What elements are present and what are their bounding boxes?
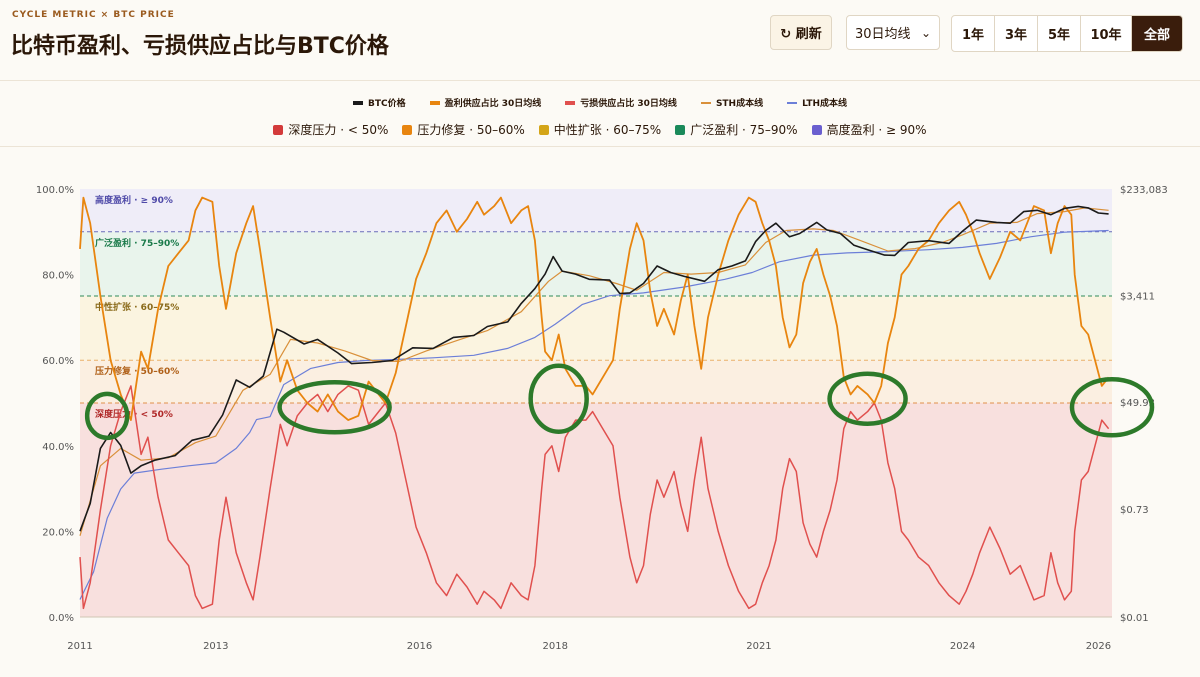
refresh-button[interactable]: ↻ 刷新 <box>770 15 832 50</box>
page-title: 比特币盈利、亏损供应占比与BTC价格 <box>11 34 389 59</box>
highlight-circle <box>528 363 589 434</box>
legend-item-loss-supply[interactable]: 亏损供应占比 30日均线 <box>565 96 677 109</box>
legend-item-btc-price[interactable]: BTC价格 <box>352 96 406 109</box>
zone-swatch <box>402 124 413 135</box>
zone-swatch <box>538 124 549 135</box>
y-left-tick-label: 80.0% <box>42 271 74 282</box>
btc-price-line <box>79 205 1109 532</box>
x-tick-label: 2026 <box>1086 641 1111 652</box>
legend-swatch <box>787 101 798 104</box>
range-button-10y[interactable]: 10年 <box>1081 16 1132 51</box>
highlight-circle <box>827 371 908 426</box>
cycle-chart[interactable]: 高度盈利 · ≥ 90% 广泛盈利 · 75–90% 中性扩张 · 60–75% 压力… <box>0 147 1200 673</box>
x-tick-label: 2024 <box>950 641 975 652</box>
range-button-all[interactable]: 全部 <box>1132 16 1182 51</box>
y-right-tick-label: $49.93 <box>1120 398 1155 409</box>
y-right-tick-label: $0.01 <box>1120 613 1149 624</box>
zone-legend-broad-profit[interactable]: 广泛盈利 · 75–90% <box>675 121 798 138</box>
profit-supply-line <box>79 196 1110 421</box>
zone-band <box>80 360 1112 403</box>
zone-label: 广泛盈利 · 75–90% <box>95 237 179 249</box>
y-right-tick-label: $3,411 <box>1120 292 1155 303</box>
lth-cost-line <box>79 229 1109 600</box>
range-button-1y[interactable]: 1年 <box>952 16 995 51</box>
legend-swatch <box>352 100 363 105</box>
ma-select-value: 30日均线 <box>855 27 911 42</box>
chevron-down-icon: ⌄ <box>920 25 931 40</box>
zone-legend-label: 深度压力 · < 50% <box>288 123 389 137</box>
zone-swatch <box>675 124 686 135</box>
y-right-tick-label: $233,083 <box>1120 185 1168 196</box>
highlight-circle <box>277 380 392 435</box>
series-legend: BTC价格 盈利供应占比 30日均线 亏损供应占比 30日均线 STH成本线 L… <box>0 96 1200 109</box>
zone-legend-high-profit[interactable]: 高度盈利 · ≥ 90% <box>811 121 927 138</box>
legend-item-sth-cost[interactable]: STH成本线 <box>700 96 764 109</box>
highlight-circle <box>1069 377 1155 438</box>
zone-legend-label: 广泛盈利 · 75–90% <box>690 123 798 137</box>
zone-legend-label: 高度盈利 · ≥ 90% <box>826 123 927 137</box>
zone-legend-deep-stress[interactable]: 深度压力 · < 50% <box>273 121 388 138</box>
chart-panel: 高度盈利 · ≥ 90% 广泛盈利 · 75–90% 中性扩张 · 60–75% 压力… <box>0 146 1200 673</box>
eyebrow-label: CYCLE METRIC × BTC PRICE <box>12 10 175 20</box>
legend-swatch <box>565 100 576 105</box>
y-left-tick-label: 20.0% <box>42 527 74 538</box>
zone-label: 深度压力 · < 50% <box>95 408 173 420</box>
legend-swatch <box>429 100 440 105</box>
zone-swatch <box>811 124 822 135</box>
zone-band <box>80 403 1112 617</box>
legend-item-lth-cost[interactable]: LTH成本线 <box>787 96 847 109</box>
zone-legend-label: 中性扩张 · 60–75% <box>553 123 662 137</box>
ma-select[interactable]: 30日均线 ⌄ <box>846 15 940 50</box>
x-tick-label: 2013 <box>203 641 228 652</box>
zone-label: 高度盈利 · ≥ 90% <box>95 194 173 206</box>
legend-swatch <box>700 101 711 104</box>
range-selector: 1年 3年 5年 10年 全部 <box>951 15 1183 52</box>
zone-band <box>80 296 1112 361</box>
header: CYCLE METRIC × BTC PRICE 比特币盈利、亏损供应占比与BT… <box>0 0 1200 81</box>
x-tick-label: 2021 <box>746 641 771 652</box>
y-left-tick-label: 60.0% <box>42 356 74 367</box>
range-button-3y[interactable]: 3年 <box>995 16 1038 51</box>
zone-legend-neutral[interactable]: 中性扩张 · 60–75% <box>538 121 662 138</box>
x-tick-label: 2018 <box>543 641 568 652</box>
zone-legend-label: 压力修复 · 50–60% <box>417 123 525 137</box>
highlight-circle <box>84 391 130 441</box>
x-tick-label: 2011 <box>67 641 92 652</box>
legend-label: BTC价格 <box>367 99 406 109</box>
zone-label: 压力修复 · 50–60% <box>95 365 179 377</box>
zone-label: 中性扩张 · 60–75% <box>95 301 179 313</box>
range-button-5y[interactable]: 5年 <box>1038 16 1081 51</box>
zone-legend: 深度压力 · < 50% 压力修复 · 50–60% 中性扩张 · 60–75%… <box>0 121 1200 138</box>
legend-label: STH成本线 <box>715 99 764 109</box>
y-left-tick-label: 0.0% <box>49 613 74 624</box>
zone-swatch <box>273 124 284 135</box>
zone-legend-repair[interactable]: 压力修复 · 50–60% <box>402 121 525 138</box>
legend-item-profit-supply[interactable]: 盈利供应占比 30日均线 <box>429 96 542 109</box>
y-right-tick-label: $0.73 <box>1120 505 1149 516</box>
legend-label: LTH成本线 <box>802 99 848 109</box>
y-left-tick-label: 40.0% <box>42 442 74 453</box>
y-left-tick-label: 100.0% <box>36 185 74 196</box>
loss-supply-line <box>79 385 1110 610</box>
legend-label: 亏损供应占比 30日均线 <box>580 99 677 109</box>
legend-label: 盈利供应占比 30日均线 <box>444 99 542 109</box>
x-tick-label: 2016 <box>407 641 432 652</box>
zone-band <box>80 189 1112 232</box>
